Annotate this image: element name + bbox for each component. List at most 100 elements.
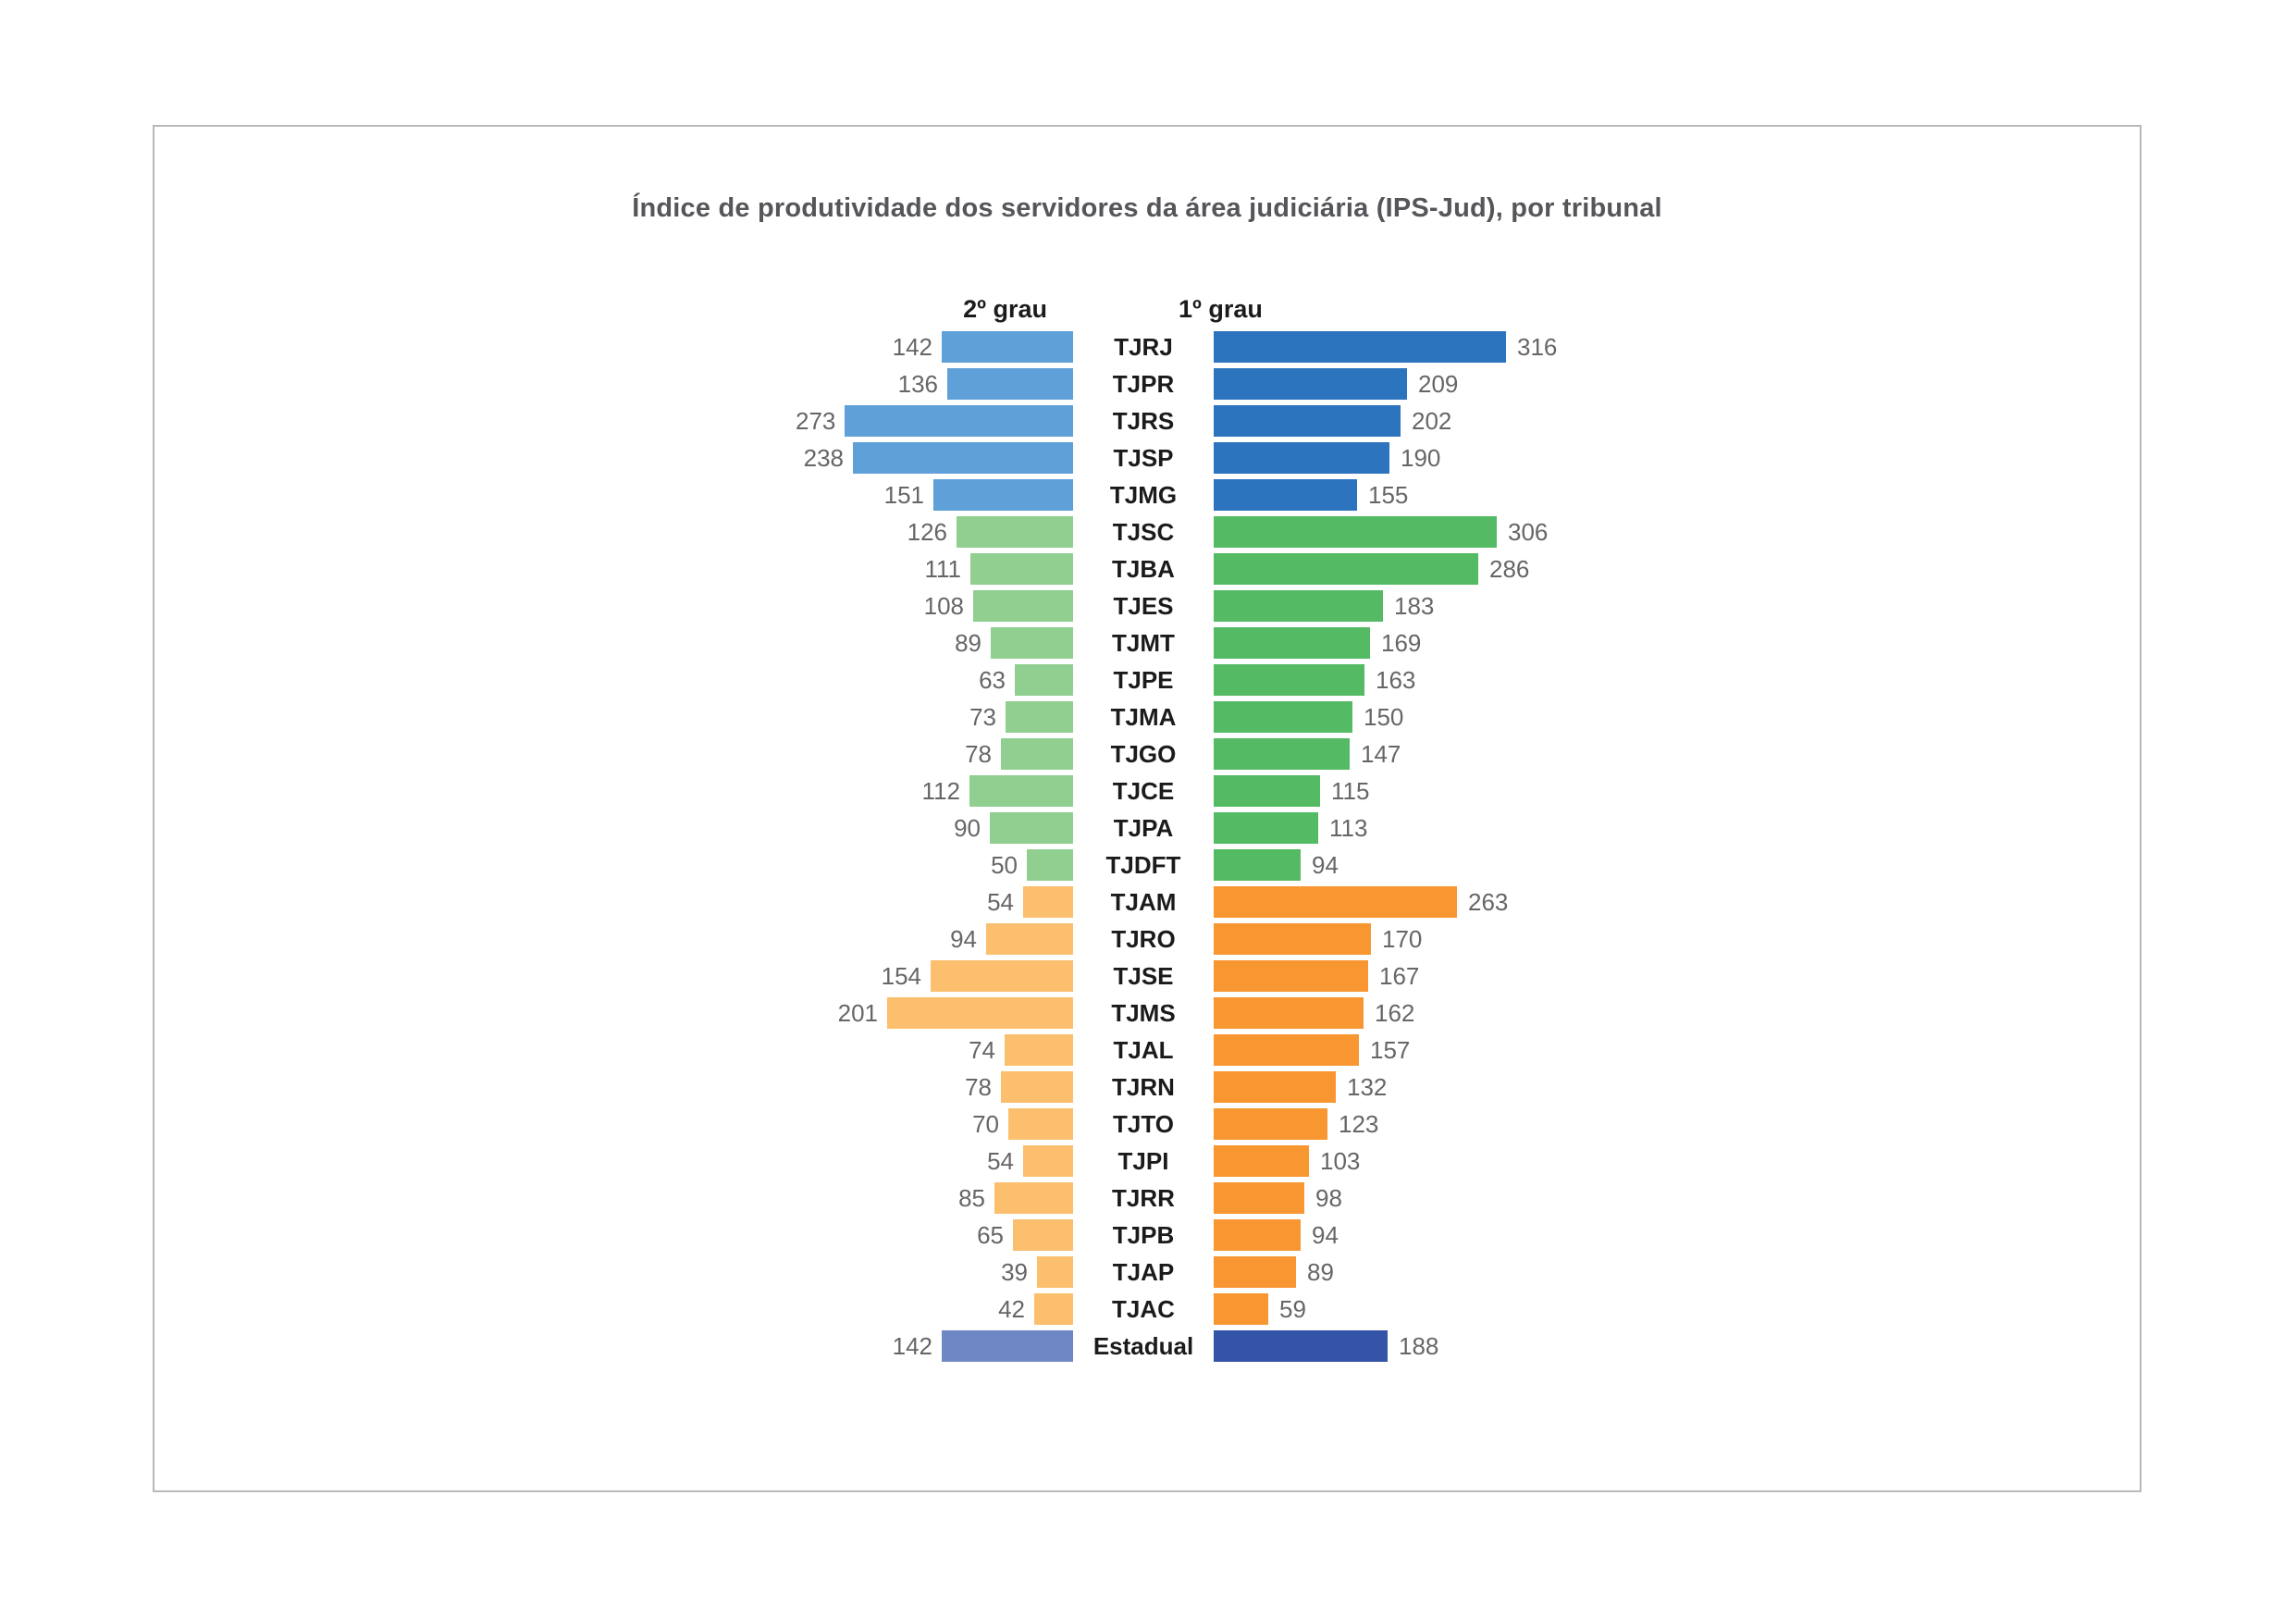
right-bar	[1214, 923, 1371, 955]
left-bar-cell: 54	[796, 1145, 1073, 1177]
right-value-label: 113	[1329, 814, 1368, 842]
right-value-label: 170	[1382, 925, 1423, 953]
left-bar-cell: 50	[796, 849, 1073, 881]
chart-row: 108 TJES 183	[796, 590, 1591, 622]
category-label: TJGO	[1110, 740, 1177, 768]
right-bar-cell: 89	[1214, 1256, 1591, 1288]
right-value-label: 155	[1368, 481, 1409, 509]
left-bar-cell: 90	[796, 812, 1073, 844]
category-label: TJPB	[1112, 1221, 1175, 1249]
left-value-label: 151	[883, 481, 924, 509]
left-bar	[1023, 1145, 1073, 1177]
left-bar-cell: 238	[796, 442, 1073, 474]
left-bar-cell: 273	[796, 405, 1073, 437]
left-bar	[1015, 664, 1073, 696]
chart-row: 111 TJBA 286	[796, 553, 1591, 585]
category-cell: TJPB	[1073, 1219, 1214, 1251]
left-value-label: 74	[969, 1036, 995, 1064]
category-cell: Estadual	[1073, 1330, 1214, 1362]
category-cell: TJPA	[1073, 812, 1214, 844]
right-bar	[1214, 516, 1497, 548]
category-cell: TJPE	[1073, 664, 1214, 696]
right-bar	[1214, 664, 1364, 696]
column-headers: 2º grau 1º grau	[796, 289, 1591, 324]
left-bar	[933, 479, 1073, 511]
right-value-label: 316	[1517, 333, 1558, 361]
right-bar	[1214, 701, 1352, 733]
right-value-label: 286	[1489, 555, 1530, 583]
left-bar	[969, 775, 1073, 807]
right-bar	[1214, 1182, 1304, 1214]
left-bar	[970, 553, 1073, 585]
left-value-label: 94	[950, 925, 977, 953]
category-cell: TJPI	[1073, 1145, 1214, 1177]
left-value-label: 136	[897, 370, 938, 398]
left-value-label: 54	[987, 888, 1014, 916]
left-bar-cell: 126	[796, 516, 1073, 548]
left-value-label: 201	[837, 999, 878, 1027]
left-bar	[1001, 738, 1073, 770]
chart-row: 54 TJPI 103	[796, 1145, 1591, 1177]
right-value-label: 190	[1401, 444, 1441, 472]
left-bar-cell: 142	[796, 1330, 1073, 1362]
right-value-label: 163	[1376, 666, 1416, 694]
right-header-cell: 1º grau	[1179, 295, 1556, 324]
category-label: TJSP	[1113, 444, 1174, 472]
left-bar-cell: 78	[796, 738, 1073, 770]
left-bar	[1023, 886, 1073, 918]
right-bar	[1214, 1293, 1268, 1325]
category-label: TJPE	[1113, 666, 1174, 694]
left-value-label: 85	[958, 1184, 985, 1212]
right-bar	[1214, 1256, 1296, 1288]
right-bar	[1214, 405, 1401, 437]
chart-row: 50 TJDFT 94	[796, 849, 1591, 881]
left-bar	[1001, 1071, 1073, 1103]
category-cell: TJBA	[1073, 553, 1214, 585]
right-bar-cell: 167	[1214, 960, 1591, 992]
right-bar	[1214, 1071, 1336, 1103]
right-bar-cell: 113	[1214, 812, 1591, 844]
right-bar	[1214, 331, 1506, 363]
left-value-label: 65	[977, 1221, 1004, 1249]
right-bar-cell: 169	[1214, 627, 1591, 659]
left-bar	[991, 627, 1073, 659]
category-cell: TJAL	[1073, 1034, 1214, 1066]
left-bar	[957, 516, 1073, 548]
left-value-label: 273	[796, 407, 836, 435]
right-value-label: 98	[1315, 1184, 1342, 1212]
category-label: TJSE	[1113, 962, 1174, 990]
category-cell: TJMA	[1073, 701, 1214, 733]
right-bar-cell: 202	[1214, 405, 1591, 437]
chart-row: 73 TJMA 150	[796, 701, 1591, 733]
left-bar	[845, 405, 1073, 437]
left-bar-cell: 142	[796, 331, 1073, 363]
left-bar-cell: 136	[796, 368, 1073, 400]
right-value-label: 103	[1320, 1147, 1361, 1175]
right-bar	[1214, 590, 1383, 622]
right-value-label: 157	[1370, 1036, 1411, 1064]
left-bar-cell: 73	[796, 701, 1073, 733]
left-series-header: 2º grau	[963, 295, 1047, 323]
category-label: TJMG	[1109, 481, 1178, 509]
right-bar-cell: 157	[1214, 1034, 1591, 1066]
right-value-label: 169	[1381, 629, 1422, 657]
chart-row: 142 Estadual 188	[796, 1330, 1591, 1362]
chart-row: 54 TJAM 263	[796, 886, 1591, 918]
left-bar-cell: 54	[796, 886, 1073, 918]
left-value-label: 73	[969, 703, 996, 731]
chart-row: 136 TJPR 209	[796, 368, 1591, 400]
left-bar-cell: 85	[796, 1182, 1073, 1214]
right-bar	[1214, 997, 1364, 1029]
category-label: TJMT	[1112, 629, 1175, 657]
right-value-label: 263	[1468, 888, 1509, 916]
left-bar	[986, 923, 1073, 955]
category-cell: TJGO	[1073, 738, 1214, 770]
chart-row: 78 TJRN 132	[796, 1071, 1591, 1103]
category-cell: TJRN	[1073, 1071, 1214, 1103]
category-label: TJPR	[1112, 370, 1175, 398]
right-bar-cell: 162	[1214, 997, 1591, 1029]
right-bar-cell: 209	[1214, 368, 1591, 400]
right-bar-cell: 286	[1214, 553, 1591, 585]
left-bar-cell: 154	[796, 960, 1073, 992]
right-value-label: 147	[1361, 740, 1401, 768]
